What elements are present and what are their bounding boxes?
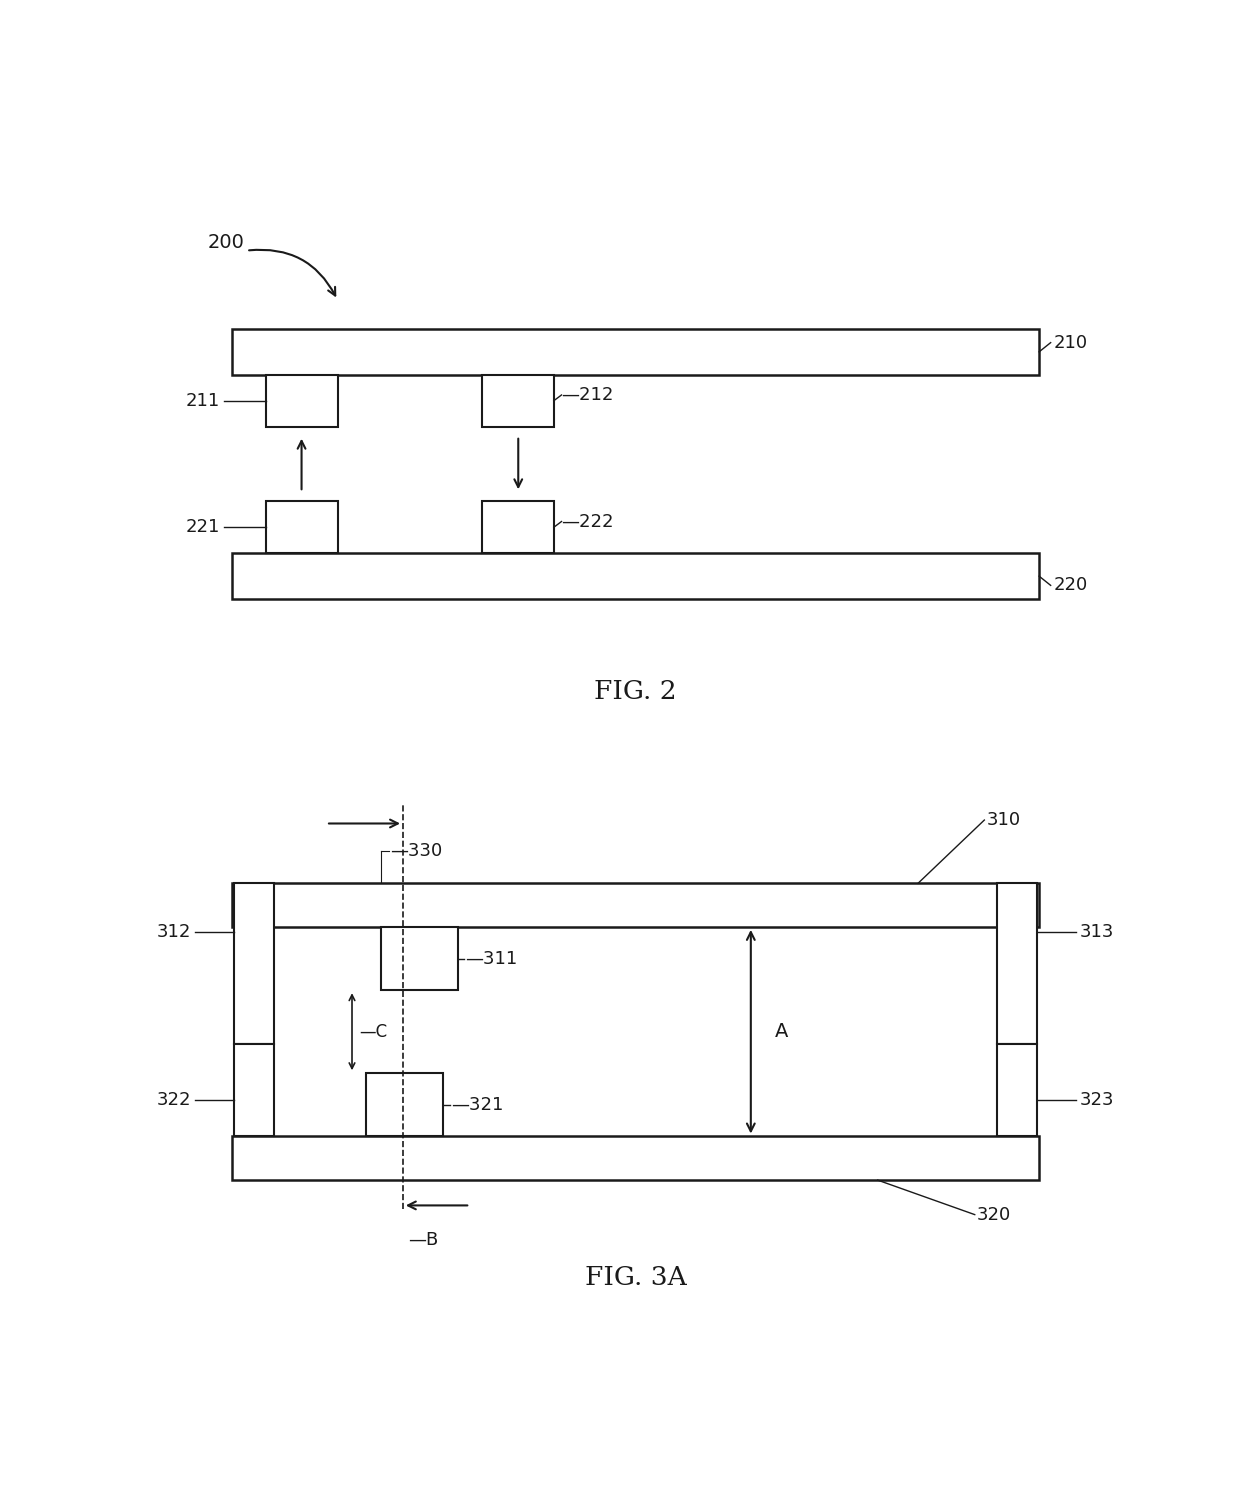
- Bar: [232, 329, 1039, 375]
- Text: —321: —321: [451, 1095, 503, 1113]
- Text: 210: 210: [1054, 333, 1087, 351]
- Text: —311: —311: [465, 950, 517, 968]
- Text: —C: —C: [360, 1023, 388, 1041]
- Text: 310: 310: [986, 811, 1021, 829]
- Bar: [997, 883, 1037, 1044]
- Text: —212: —212: [562, 385, 614, 403]
- Text: 320: 320: [977, 1206, 1011, 1224]
- Text: 312: 312: [157, 923, 191, 941]
- Text: 323: 323: [1080, 1091, 1114, 1109]
- Text: —B: —B: [408, 1231, 438, 1249]
- Bar: [232, 1137, 1039, 1180]
- Text: 200: 200: [208, 233, 244, 252]
- Text: —222: —222: [562, 512, 614, 530]
- Text: 322: 322: [157, 1091, 191, 1109]
- Text: 211: 211: [186, 391, 221, 409]
- Text: A: A: [775, 1022, 789, 1041]
- Bar: [381, 926, 458, 991]
- Text: 221: 221: [186, 518, 221, 536]
- Bar: [234, 1044, 274, 1137]
- Bar: [481, 375, 554, 427]
- Text: —330: —330: [391, 843, 443, 861]
- Bar: [234, 883, 274, 1044]
- Text: FIG. 3A: FIG. 3A: [584, 1265, 687, 1291]
- Bar: [367, 1073, 444, 1137]
- Bar: [265, 375, 337, 427]
- Text: FIG. 2: FIG. 2: [594, 678, 677, 704]
- Bar: [232, 553, 1039, 599]
- Bar: [481, 502, 554, 553]
- Bar: [232, 883, 1039, 926]
- Text: 220: 220: [1054, 577, 1087, 595]
- Bar: [265, 502, 337, 553]
- Text: 313: 313: [1080, 923, 1114, 941]
- Bar: [997, 1044, 1037, 1137]
